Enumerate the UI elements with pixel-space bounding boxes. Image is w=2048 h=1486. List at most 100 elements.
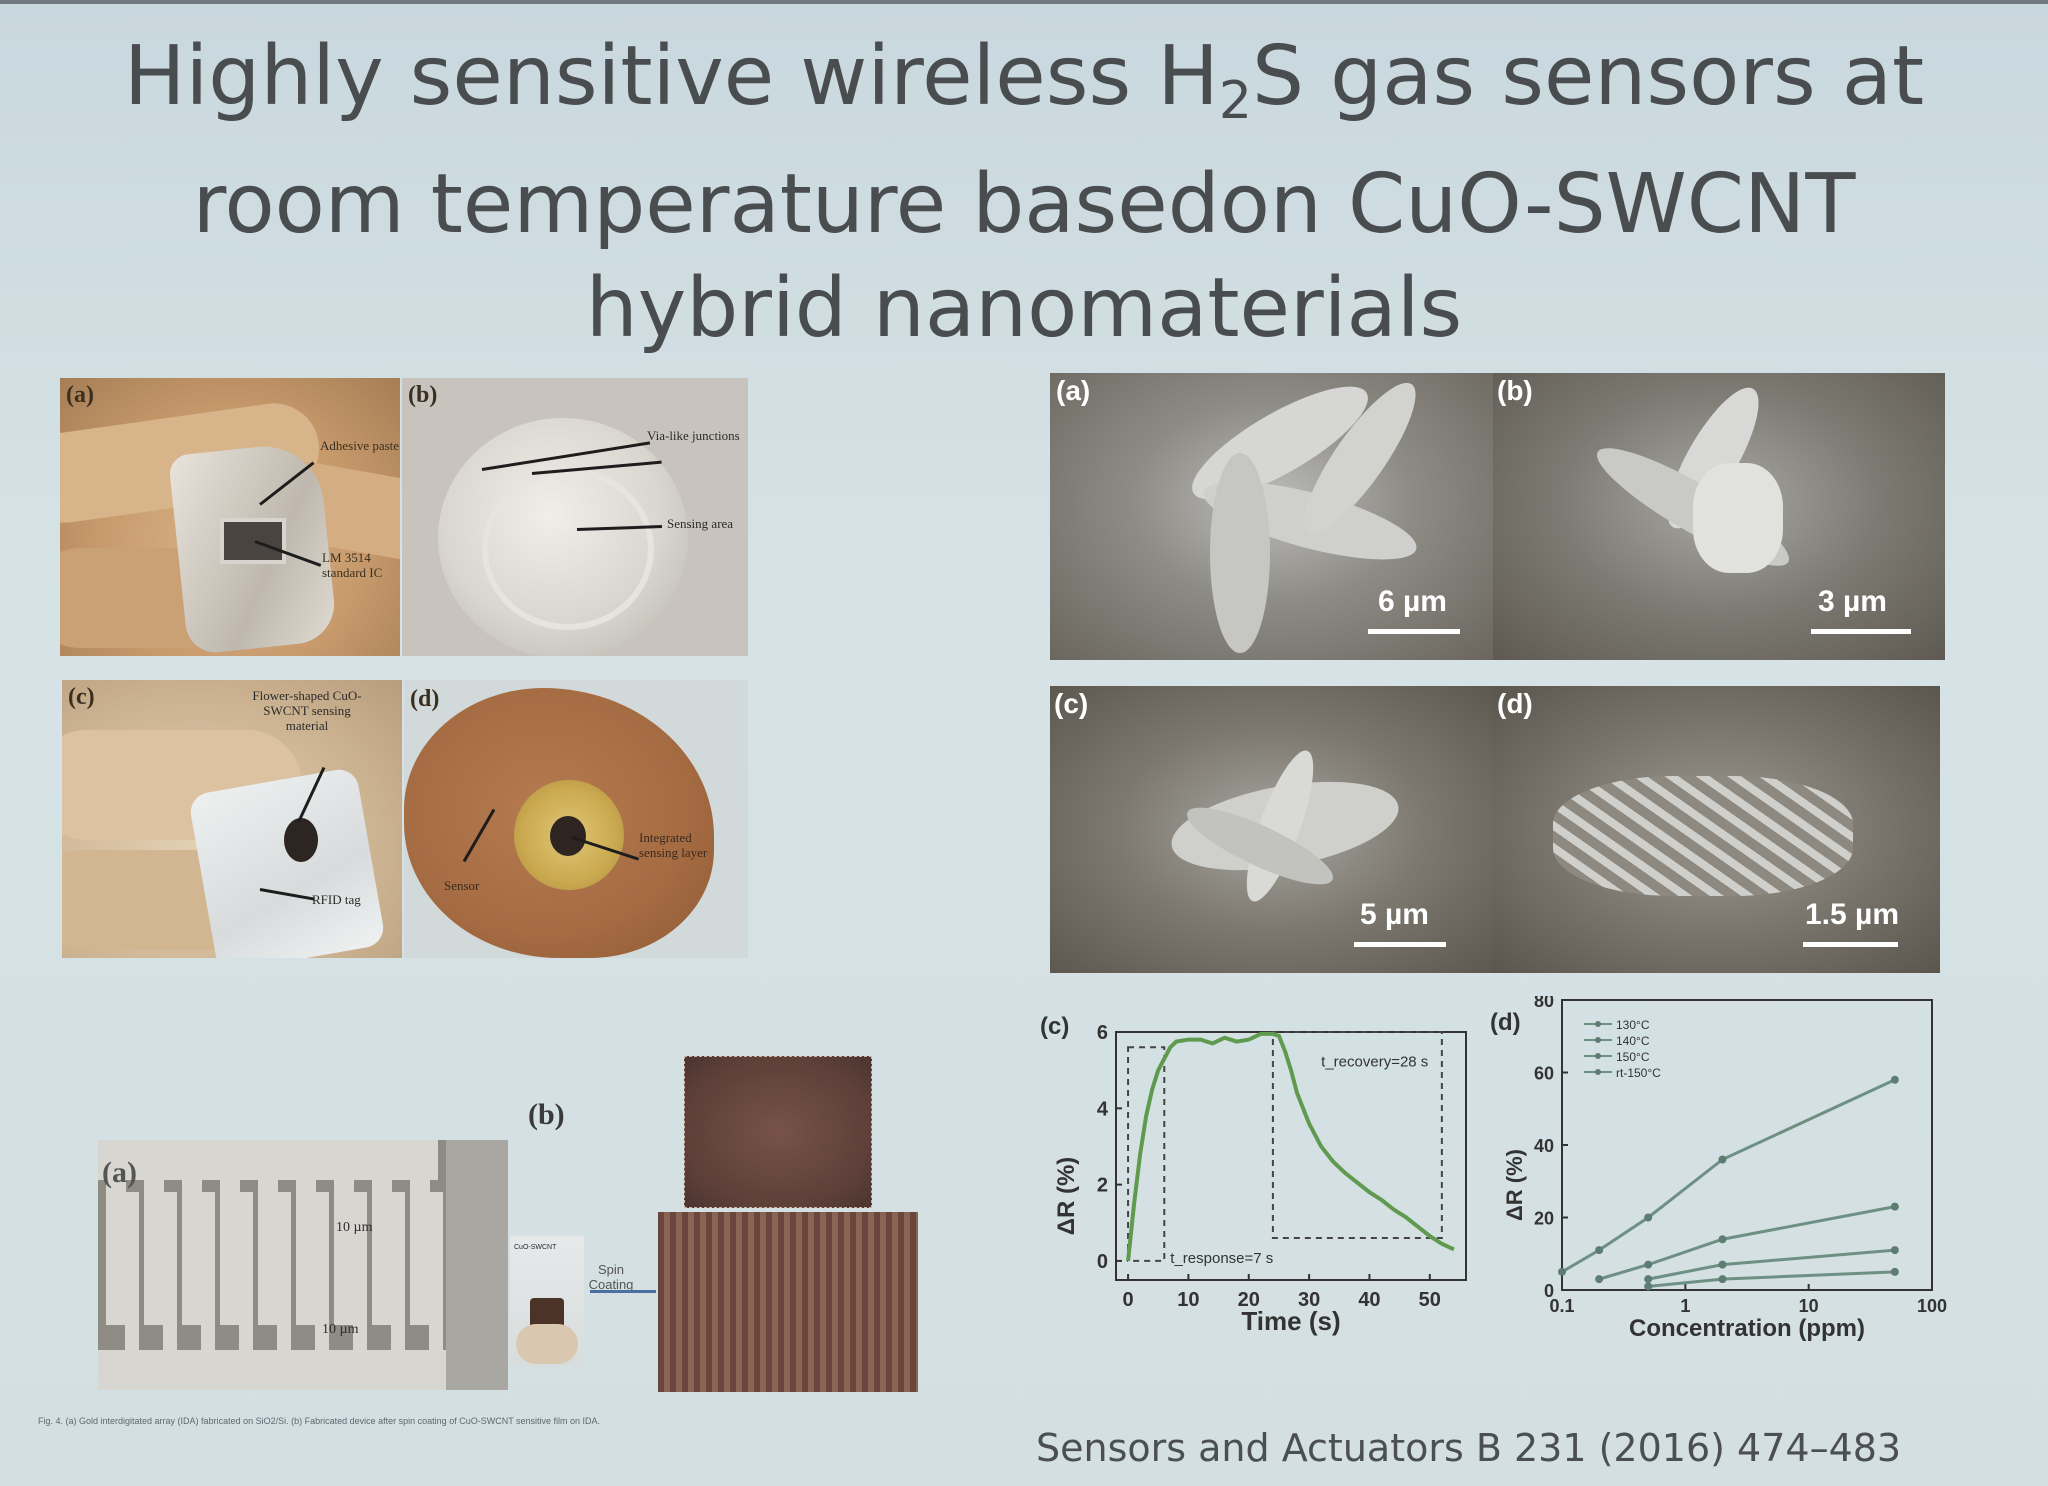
legend-label: 150°C — [1616, 1050, 1650, 1064]
photo-panel-c: (c) Flower-shaped CuO-SWCNT sensing mate… — [62, 680, 402, 958]
scale-bar-c — [1354, 942, 1446, 947]
data-point — [1644, 1213, 1653, 1222]
scale-text-c: 5 µm — [1360, 898, 1429, 931]
response-time-annotation: t_response=7 s — [1170, 1250, 1273, 1267]
scale-bar-d — [1803, 942, 1898, 947]
y-tick-label: 2 — [1097, 1175, 1108, 1197]
annotation-via-junctions: Via-like junctions — [647, 428, 740, 443]
annotation-adhesive-paste: Adhesive paste — [320, 438, 400, 453]
ida-finger-bottom — [353, 1192, 367, 1390]
title-line-1: Highly sensitive wireless H2S gas sensor… — [123, 29, 1925, 131]
rfid-tag — [187, 766, 387, 958]
dimension-label-bottom: 10 µm — [322, 1322, 359, 1337]
ida-finger-top — [106, 1140, 126, 1325]
top-border — [0, 0, 2048, 4]
sem-image-c: (c) 5 µm — [1050, 686, 1493, 973]
process-label: Spin Coating — [586, 1262, 636, 1292]
process-arrow-icon — [590, 1290, 656, 1293]
legend-marker — [1595, 1069, 1601, 1075]
y-tick-label: 6 — [1097, 1022, 1108, 1044]
sem-label-c: (c) — [1054, 688, 1089, 719]
data-point — [1644, 1282, 1653, 1291]
data-point — [1718, 1275, 1727, 1284]
legend-label: 130°C — [1616, 1018, 1650, 1032]
annotation-rfid-tag: RFID tag — [312, 892, 361, 907]
ida-label-b: (b) — [528, 1098, 565, 1131]
ida-finger-bottom — [277, 1192, 291, 1390]
y-tick-label: 0 — [1544, 1281, 1554, 1301]
y-tick-label: 40 — [1534, 1136, 1554, 1156]
sem-label-d: (d) — [1497, 688, 1533, 719]
response-time-chart: 0 10 20 30 40 50 0 2 4 6 Time (s) ΔR (%) (c) t_respon… — [1040, 1013, 1467, 1336]
photo-label-c: (c) — [68, 684, 95, 710]
data-point — [1558, 1267, 1566, 1276]
data-point — [1595, 1275, 1604, 1284]
x-tick-label: 50 — [1419, 1289, 1441, 1311]
process-label-coating: Coating — [588, 1277, 634, 1292]
figure-caption: Fig. 4. (a) Gold interdigitated array (I… — [38, 1416, 601, 1426]
data-point — [1890, 1267, 1899, 1276]
x-tick-label: 10 — [1177, 1289, 1199, 1311]
sem-image-a: (a) 6 µm — [1050, 373, 1493, 660]
data-point — [1644, 1260, 1653, 1269]
annotation-standard-ic: LM 3514 standard IC — [322, 550, 383, 580]
scale-text-d: 1.5 µm — [1805, 898, 1899, 931]
ida-finger-top — [258, 1140, 278, 1325]
legend-marker — [1595, 1021, 1601, 1027]
slide-title: Highly sensitive wireless H2S gas sensor… — [60, 25, 1988, 361]
data-point — [1644, 1275, 1653, 1284]
chart-panel-label: (c) — [1040, 1013, 1069, 1040]
scale-bar-a — [1368, 629, 1460, 634]
y-tick-label: 20 — [1534, 1209, 1554, 1229]
ida-finger-top — [144, 1140, 164, 1325]
x-axis-label: Time (s) — [1241, 1306, 1340, 1336]
x-tick-label: 0.1 — [1549, 1296, 1574, 1316]
ida-finger-top — [182, 1140, 202, 1325]
legend-label: rt-150°C — [1616, 1066, 1661, 1080]
data-point — [1890, 1246, 1899, 1255]
data-point — [1890, 1202, 1899, 1211]
annotation-integrated-layer: Integrated sensing layer — [639, 830, 708, 860]
sem-label-b: (b) — [1497, 375, 1533, 406]
dimension-label-top: 10 µm — [336, 1220, 373, 1235]
x-tick-label: 1 — [1680, 1296, 1690, 1316]
y-axis-label: ΔR (%) — [1502, 1149, 1527, 1221]
scale-text-a: 6 µm — [1378, 585, 1447, 618]
ida-finger-bottom — [391, 1192, 405, 1390]
data-point — [1890, 1075, 1899, 1084]
photo-label-b: (b) — [408, 382, 438, 408]
y-tick-label: 60 — [1534, 1064, 1554, 1084]
response-window-box — [1127, 1046, 1166, 1262]
x-tick-label: 0 — [1123, 1289, 1134, 1311]
x-tick-label: 100 — [1917, 1296, 1947, 1316]
x-tick-label: 20 — [1238, 1289, 1260, 1311]
ida-finger-top — [296, 1140, 316, 1325]
recovery-time-annotation: t_recovery=28 s — [1321, 1053, 1428, 1070]
series-line — [1648, 1270, 1895, 1288]
scale-bar-b — [1811, 629, 1911, 634]
response-curve — [1126, 1031, 1455, 1262]
data-point — [1718, 1155, 1727, 1164]
ida-finger-top — [220, 1140, 240, 1325]
ida-finger-bottom — [315, 1192, 329, 1390]
interdigitated-electrode-pattern — [98, 1140, 508, 1390]
ida-pad — [446, 1140, 508, 1390]
ida-electrode-image: (a) 10 µm 10 µm — [98, 1140, 508, 1390]
y-tick-label: 80 — [1534, 996, 1554, 1011]
coated-surface-image-top — [684, 1056, 872, 1208]
x-tick-label: 40 — [1358, 1289, 1380, 1311]
chip-label: CuO-SWCNT — [514, 1244, 557, 1251]
series-line — [1561, 1078, 1896, 1274]
legend-label: 140°C — [1616, 1034, 1650, 1048]
sensing-material-spot — [284, 818, 318, 862]
annotation-sensing-area: Sensing area — [667, 516, 734, 531]
coated-surface-image-bottom — [658, 1212, 918, 1392]
plot-frame — [1115, 1031, 1467, 1281]
concentration-response-chart: 0.1 1 10 100 0 20 40 60 80 Concentration (ppm) ΔR … — [1490, 996, 1947, 1342]
process-label-spin: Spin — [597, 1262, 625, 1277]
title-line-2: room temperature basedon CuO-SWCNT — [192, 157, 1856, 252]
sem-image-d: (d) 1.5 µm — [1493, 686, 1940, 973]
ida-finger-bottom — [125, 1192, 139, 1390]
y-axis-label: ΔR (%) — [1053, 1157, 1080, 1236]
ida-finger-top — [334, 1140, 354, 1325]
